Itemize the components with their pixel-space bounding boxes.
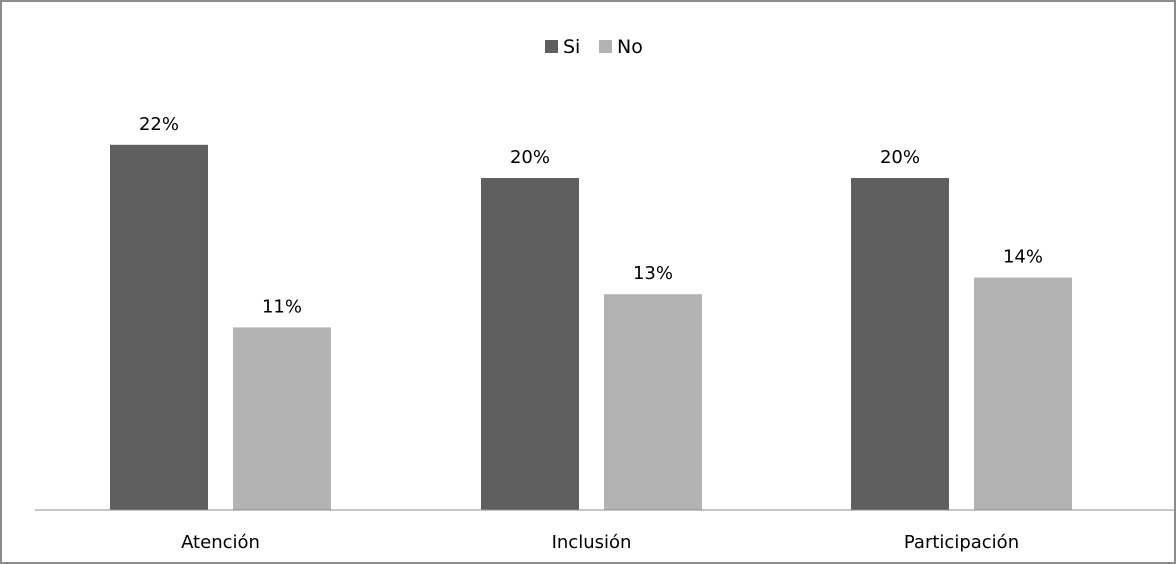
bar-no-inclusion	[604, 294, 702, 510]
legend-label-si: Si	[563, 36, 580, 58]
data-label-no-inclusion: 13%	[633, 263, 673, 284]
bar-si-participacion	[851, 178, 949, 510]
data-label-si-inclusion: 20%	[510, 147, 550, 168]
x-tick-labels: Atención Inclusión Participación	[181, 532, 1019, 553]
legend-swatch-no	[599, 40, 612, 53]
data-label-si-participacion: 20%	[880, 147, 920, 168]
legend-swatch-si	[545, 40, 558, 53]
bars-group	[110, 144, 1072, 511]
data-label-no-atencion: 11%	[262, 296, 302, 317]
bar-si-atencion	[110, 144, 208, 511]
x-tick-label-atencion: Atención	[181, 532, 260, 553]
x-tick-label-inclusion: Inclusión	[552, 532, 632, 553]
bar-si-inclusion	[481, 178, 579, 510]
data-labels-group: 22% 11% 20% 13% 20% 14%	[139, 114, 1043, 318]
data-label-no-participacion: 14%	[1003, 247, 1043, 268]
bar-no-participacion	[974, 277, 1072, 510]
x-tick-label-participacion: Participación	[904, 532, 1019, 553]
data-label-si-atencion: 22%	[139, 114, 179, 135]
legend: Si No	[545, 36, 643, 58]
bar-no-atencion	[233, 327, 331, 510]
legend-label-no: No	[617, 36, 643, 58]
